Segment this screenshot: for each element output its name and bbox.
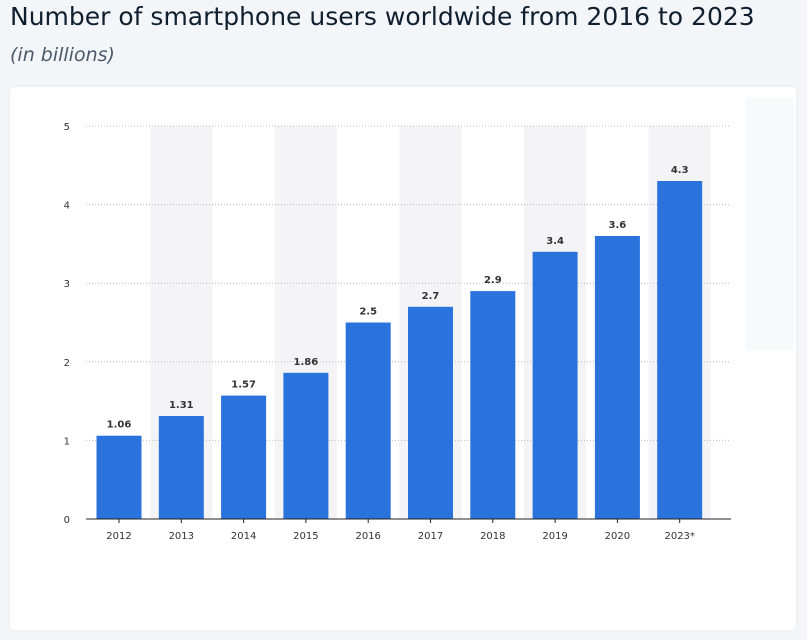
- bar[interactable]: [345, 322, 391, 520]
- bar-value-label: 1.31: [169, 400, 194, 411]
- y-tick-label: 4: [64, 201, 70, 212]
- y-tick-label: 5: [64, 122, 70, 133]
- bar-value-label: 1.86: [294, 357, 319, 368]
- chart-title: Number of smartphone users worldwide fro…: [10, 2, 755, 31]
- x-tick-label: 2017: [418, 531, 443, 542]
- bar-value-label: 3.6: [609, 220, 627, 231]
- x-tick-label: 2020: [605, 531, 630, 542]
- value-labels: 1.06 1.31 1.57 1.86 2.5 2.7 2.9 3.4 3.6 4.3: [107, 165, 689, 431]
- bar[interactable]: [283, 372, 329, 519]
- x-tick-label: 2019: [542, 531, 567, 542]
- bar-value-label: 1.06: [107, 420, 132, 431]
- x-tick-label: 2015: [293, 531, 318, 542]
- x-tick-label: 2018: [480, 531, 505, 542]
- bar-value-label: 2.5: [359, 307, 377, 318]
- bar-value-label: 4.3: [671, 165, 689, 176]
- x-tick-label: 2014: [231, 531, 256, 542]
- x-tick-label: 2023*: [664, 531, 694, 542]
- bar[interactable]: [158, 416, 204, 519]
- y-tick-label: 1: [64, 436, 70, 447]
- y-tick-label: 2: [64, 358, 70, 369]
- x-tick-label: 2013: [169, 531, 194, 542]
- bar[interactable]: [221, 395, 267, 519]
- bar[interactable]: [470, 291, 516, 519]
- x-tick-label: 2016: [355, 531, 380, 542]
- bar[interactable]: [657, 181, 703, 519]
- y-tick-label: 3: [64, 279, 70, 290]
- y-tick-label: 0: [64, 515, 70, 526]
- x-axis-ticks: 2012 2013 2014 2015 2016 2017 2018 2019 2020 2023…: [86, 518, 731, 542]
- side-panel: [745, 97, 794, 351]
- bars: [96, 181, 703, 520]
- bar[interactable]: [96, 435, 142, 519]
- bar-value-label: 1.57: [231, 380, 256, 391]
- bar[interactable]: [594, 236, 640, 519]
- bar-value-label: 2.9: [484, 275, 502, 286]
- y-axis-ticks: 0 1 2 3 4 5: [64, 122, 70, 526]
- bar-value-label: 3.4: [546, 236, 564, 247]
- bar-value-label: 2.7: [422, 291, 440, 302]
- bar[interactable]: [408, 306, 453, 519]
- chart-subtitle: (in billions): [10, 44, 115, 66]
- bar[interactable]: [532, 251, 578, 520]
- x-tick-label: 2012: [106, 531, 131, 542]
